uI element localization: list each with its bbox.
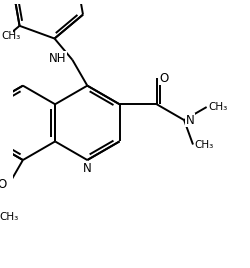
Text: CH₃: CH₃	[208, 102, 227, 112]
Text: NH: NH	[49, 51, 67, 65]
Text: CH₃: CH₃	[1, 31, 20, 41]
Text: CH₃: CH₃	[194, 140, 214, 150]
Text: O: O	[159, 72, 168, 85]
Text: CH₃: CH₃	[0, 212, 18, 222]
Text: N: N	[83, 162, 92, 175]
Text: O: O	[0, 178, 7, 191]
Text: N: N	[186, 114, 195, 126]
